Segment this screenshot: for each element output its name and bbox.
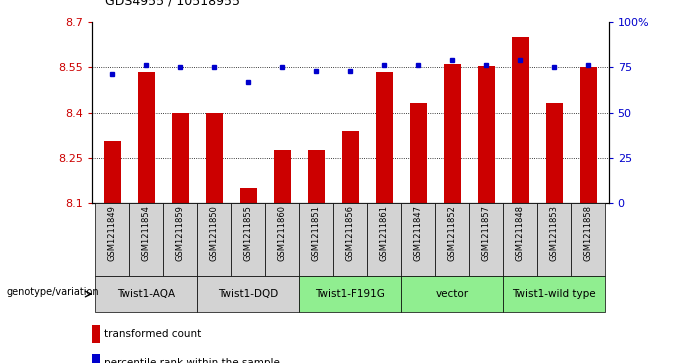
Bar (571, 203, 605, 276)
Bar (171, 113, 188, 203)
Bar (503, 276, 605, 312)
Bar (95, 203, 129, 276)
Bar (401, 203, 435, 276)
Bar (205, 113, 222, 203)
Bar (477, 66, 494, 203)
Text: Twist1-AQA: Twist1-AQA (117, 289, 175, 299)
Bar (273, 150, 291, 203)
Bar (239, 188, 257, 203)
Bar (265, 203, 299, 276)
Bar (503, 203, 537, 276)
Text: GSM1211852: GSM1211852 (447, 205, 457, 261)
Text: Twist1-DQD: Twist1-DQD (218, 289, 278, 299)
Bar (579, 67, 596, 203)
Text: GSM1211856: GSM1211856 (345, 205, 355, 261)
Bar (341, 131, 358, 203)
Bar (333, 203, 367, 276)
Bar (375, 72, 392, 203)
Bar (545, 103, 562, 203)
Text: GSM1211848: GSM1211848 (515, 205, 525, 261)
Bar (92, 325, 99, 343)
Text: genotype/variation: genotype/variation (7, 287, 99, 297)
Bar (299, 276, 401, 312)
Bar (409, 103, 426, 203)
Bar (537, 203, 571, 276)
Bar (163, 203, 197, 276)
Text: Twist1-F191G: Twist1-F191G (316, 289, 385, 299)
Text: GSM1211861: GSM1211861 (379, 205, 389, 261)
Bar (129, 203, 163, 276)
Bar (511, 37, 528, 203)
Bar (299, 203, 333, 276)
Text: GSM1211859: GSM1211859 (175, 205, 185, 261)
Bar (401, 276, 503, 312)
Bar (197, 203, 231, 276)
Bar (95, 276, 197, 312)
Bar (469, 203, 503, 276)
Text: vector: vector (436, 289, 469, 299)
Text: GSM1211858: GSM1211858 (583, 205, 593, 261)
Bar (104, 141, 121, 203)
Bar (443, 64, 460, 203)
Text: GSM1211851: GSM1211851 (311, 205, 321, 261)
Text: GDS4955 / 10518955: GDS4955 / 10518955 (105, 0, 241, 7)
Text: Twist1-wild type: Twist1-wild type (513, 289, 596, 299)
Text: transformed count: transformed count (104, 329, 201, 339)
Text: percentile rank within the sample: percentile rank within the sample (104, 358, 280, 363)
Bar (231, 203, 265, 276)
Bar (197, 276, 299, 312)
Bar (92, 354, 99, 363)
Text: GSM1211855: GSM1211855 (243, 205, 253, 261)
Text: GSM1211854: GSM1211854 (141, 205, 151, 261)
Bar (435, 203, 469, 276)
Text: GSM1211860: GSM1211860 (277, 205, 287, 261)
Text: GSM1211847: GSM1211847 (413, 205, 423, 261)
Text: GSM1211850: GSM1211850 (209, 205, 219, 261)
Bar (367, 203, 401, 276)
Text: GSM1211857: GSM1211857 (481, 205, 491, 261)
Bar (137, 72, 155, 203)
Bar (307, 150, 325, 203)
Text: GSM1211849: GSM1211849 (107, 205, 117, 261)
Text: GSM1211853: GSM1211853 (549, 205, 559, 261)
